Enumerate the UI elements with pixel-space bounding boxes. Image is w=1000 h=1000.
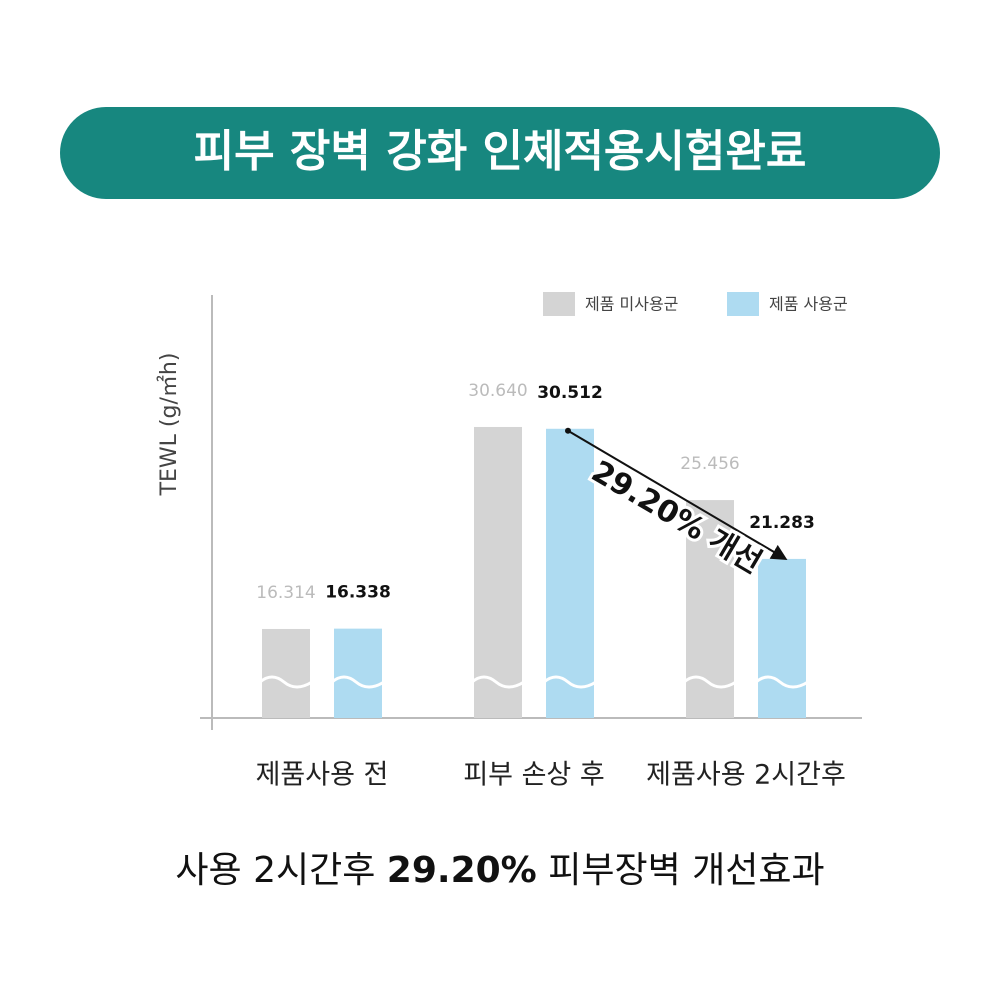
legend-label: 제품 미사용군 <box>585 295 678 314</box>
x-tick-label: 제품사용 전 <box>256 760 389 791</box>
legend-label: 제품 사용군 <box>769 295 848 314</box>
value-label: 16.338 <box>325 583 391 603</box>
bar <box>546 428 594 718</box>
legend-swatch <box>727 292 759 316</box>
caption-part: 29.20% <box>387 850 537 891</box>
value-label: 30.512 <box>537 383 603 403</box>
caption-part: 피부장벽 개선효과 <box>548 850 824 891</box>
bar <box>334 628 382 718</box>
title-pill <box>60 107 940 199</box>
chart-title: 피부 장벽 강화 인체적용시험완료 <box>194 126 807 177</box>
axis-break <box>755 675 809 689</box>
caption: 사용 2시간후 29.20% 피부장벽 개선효과 <box>175 850 824 891</box>
x-tick-label: 피부 손상 후 <box>463 760 604 791</box>
value-label: 30.640 <box>468 381 527 401</box>
axis-break <box>331 675 385 689</box>
bar <box>262 628 310 718</box>
bar <box>474 426 522 718</box>
x-tick-label: 제품사용 2시간후 <box>646 760 846 791</box>
annotation: 29.20% 개선 <box>585 454 767 581</box>
axis-break <box>259 675 313 689</box>
axis-break <box>471 675 525 689</box>
value-label: 25.456 <box>680 454 739 474</box>
y-axis-label: TEWL (g/㎡h) <box>156 353 182 497</box>
value-label: 16.314 <box>256 583 315 603</box>
axis-break <box>543 675 597 689</box>
bar <box>758 558 806 718</box>
annotation-arrow <box>567 429 788 560</box>
legend-swatch <box>543 292 575 316</box>
value-label: 21.283 <box>749 513 815 533</box>
axis-break <box>683 675 737 689</box>
caption-part: 사용 2시간후 <box>175 850 375 891</box>
